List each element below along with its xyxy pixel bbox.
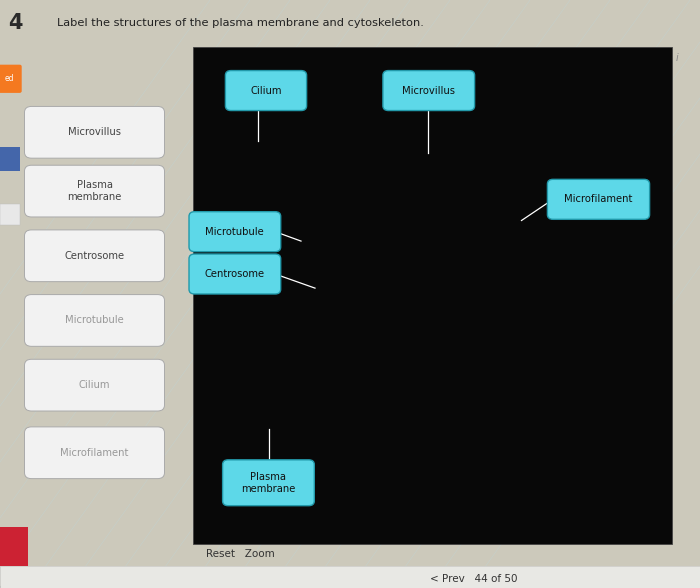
Text: i: i: [676, 53, 678, 63]
FancyBboxPatch shape: [225, 71, 307, 111]
FancyBboxPatch shape: [0, 527, 28, 566]
Text: Microfilament: Microfilament: [60, 447, 129, 458]
FancyBboxPatch shape: [0, 65, 22, 93]
FancyBboxPatch shape: [193, 47, 672, 544]
FancyBboxPatch shape: [25, 106, 164, 158]
Text: ook: ook: [4, 162, 15, 167]
Text: Microvillus: Microvillus: [68, 127, 121, 138]
Text: Plasma
membrane: Plasma membrane: [67, 181, 122, 202]
Text: Microfilament: Microfilament: [564, 194, 633, 205]
FancyBboxPatch shape: [25, 165, 164, 217]
FancyBboxPatch shape: [0, 566, 700, 588]
Text: Microtubule: Microtubule: [206, 226, 264, 237]
Text: 4: 4: [8, 13, 23, 33]
Text: Reset   Zoom: Reset Zoom: [206, 549, 275, 560]
Text: Centrosome: Centrosome: [205, 269, 265, 279]
Text: Cilium: Cilium: [78, 380, 111, 390]
FancyBboxPatch shape: [25, 230, 164, 282]
Text: Cilium: Cilium: [251, 85, 281, 96]
Text: ed: ed: [5, 74, 15, 83]
FancyBboxPatch shape: [0, 204, 20, 225]
Text: ences: ences: [1, 218, 18, 222]
FancyBboxPatch shape: [25, 427, 164, 479]
Text: Plasma
membrane: Plasma membrane: [241, 472, 295, 493]
FancyBboxPatch shape: [25, 359, 164, 411]
Text: < Prev   44 of 50: < Prev 44 of 50: [430, 573, 518, 584]
FancyBboxPatch shape: [223, 460, 314, 506]
FancyBboxPatch shape: [547, 179, 650, 219]
FancyBboxPatch shape: [189, 254, 281, 294]
FancyBboxPatch shape: [0, 147, 20, 171]
Text: Centrosome: Centrosome: [64, 250, 125, 261]
Text: Label the structures of the plasma membrane and cytoskeleton.: Label the structures of the plasma membr…: [57, 18, 424, 28]
Text: Microvillus: Microvillus: [402, 85, 455, 96]
Text: Microtubule: Microtubule: [65, 315, 124, 326]
FancyBboxPatch shape: [383, 71, 475, 111]
FancyBboxPatch shape: [25, 295, 164, 346]
FancyBboxPatch shape: [189, 212, 281, 252]
